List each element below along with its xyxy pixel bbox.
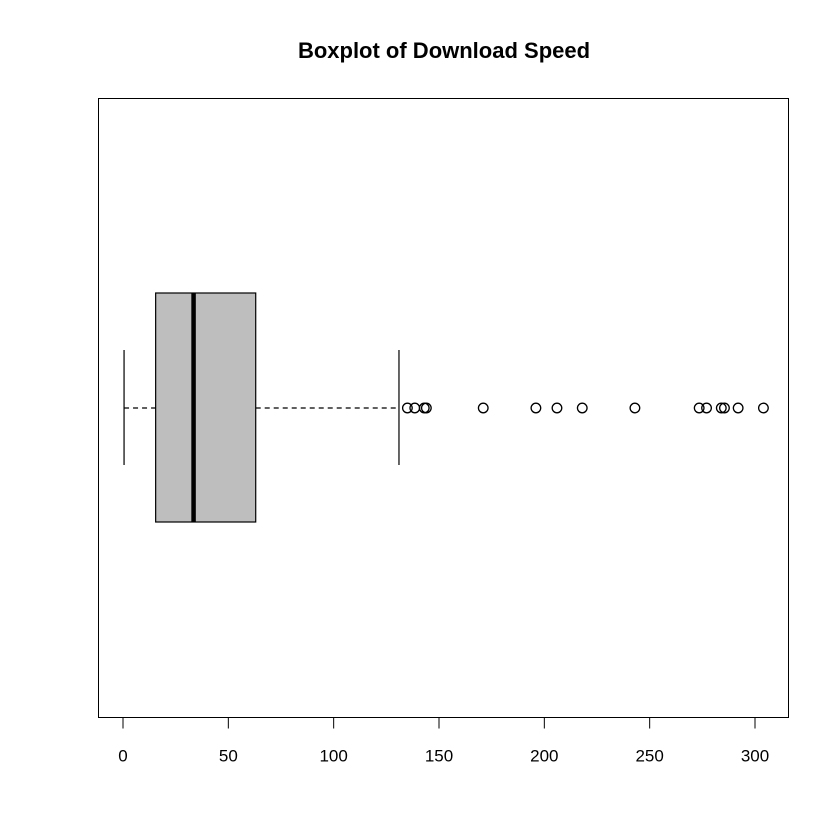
x-tick-label: 200 xyxy=(530,747,558,766)
outlier-point xyxy=(409,402,421,414)
outlier-point xyxy=(418,402,430,414)
outlier-point xyxy=(732,402,744,414)
outlier-point xyxy=(477,402,489,414)
chart-title: Boxplot of Download Speed xyxy=(298,38,590,63)
x-axis: 0 50 100 150 200 250 300 xyxy=(118,717,769,766)
outlier-point xyxy=(530,402,542,414)
x-tick-label: 150 xyxy=(425,747,453,766)
x-tick-label: 300 xyxy=(741,747,769,766)
outlier-point xyxy=(757,402,769,414)
outlier-point xyxy=(715,402,727,414)
x-tick-label: 100 xyxy=(319,747,347,766)
box-iqr xyxy=(155,292,257,523)
outlier-point xyxy=(701,402,712,414)
outlier-point xyxy=(719,402,730,414)
outlier-point xyxy=(551,402,563,414)
outlier-point xyxy=(576,402,588,414)
outlier-point xyxy=(629,402,641,414)
x-tick-label: 50 xyxy=(219,747,238,766)
outlier-point xyxy=(401,402,413,414)
outlier-point xyxy=(693,402,705,414)
x-tick-label: 0 xyxy=(118,747,127,766)
outlier-point xyxy=(420,402,432,414)
chart-marks xyxy=(123,292,769,523)
x-tick-label: 250 xyxy=(635,747,663,766)
